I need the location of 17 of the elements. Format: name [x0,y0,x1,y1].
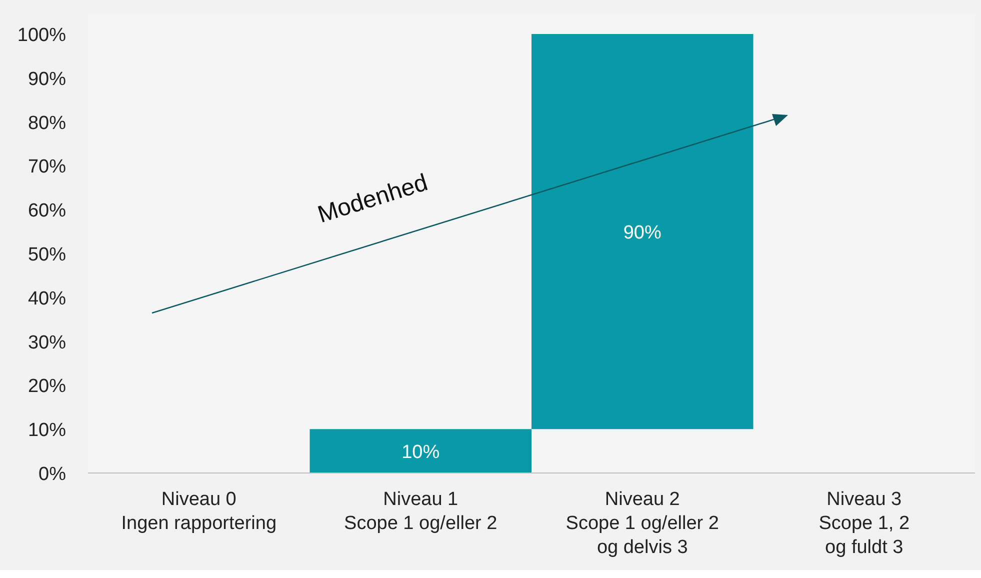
y-tick-label: 80% [28,112,66,134]
y-tick-label: 0% [38,464,66,485]
x-tick-label: Niveau 3 Scope 1, 2 og fuldt 3 [818,489,910,558]
y-tick-label: 70% [28,156,66,178]
y-tick-label: 40% [28,288,66,310]
data-label: 10% [402,442,440,464]
x-tick-label: Niveau 2 Scope 1 og/eller 2 og delvis 3 [566,489,719,558]
data-label: 90% [623,222,662,244]
y-tick-label: 10% [28,420,66,442]
y-tick-label: 90% [28,68,66,90]
y-tick-label: 50% [28,244,66,266]
x-tick-label: Niveau 1 Scope 1 og/eller 2 [344,489,498,534]
y-tick-label: 100% [17,25,66,46]
x-tick-label: Niveau 0 Ingen rapportering [121,489,277,534]
y-tick-label: 60% [28,200,66,222]
y-tick-label: 30% [28,332,66,354]
y-tick-label: 20% [28,376,66,398]
